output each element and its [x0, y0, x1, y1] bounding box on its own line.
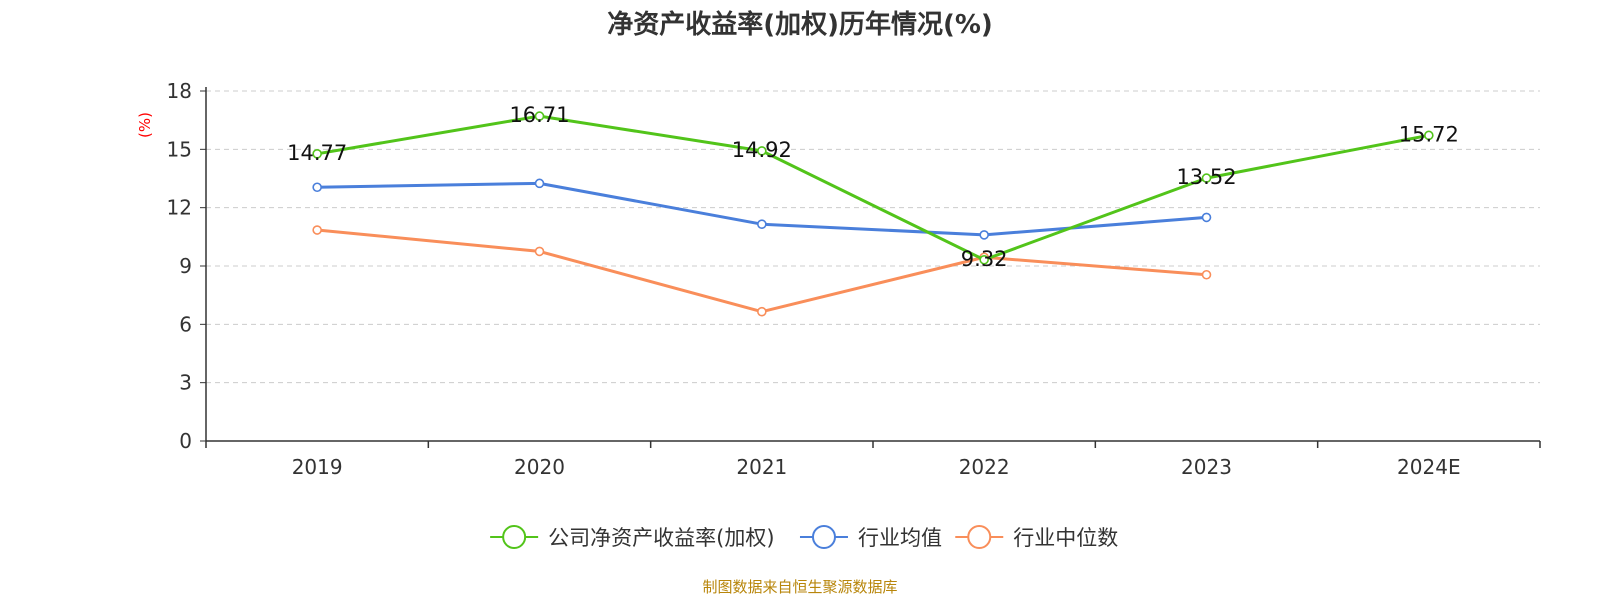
- data-label: 16.71: [509, 103, 569, 127]
- data-point[interactable]: [757, 219, 767, 229]
- data-point[interactable]: [534, 178, 545, 189]
- series-line: [317, 228, 1207, 314]
- legend: 公司净资产收益率(加权) 行业均值 行业中位数: [490, 525, 1118, 550]
- data-labels: 14.77 16.71 14.92 9.32 13.52 15.72: [287, 103, 1459, 271]
- data-point[interactable]: [757, 306, 767, 317]
- legend-item[interactable]: 公司净资产收益率(加权): [490, 525, 775, 550]
- legend-label: 行业中位数: [1013, 526, 1118, 550]
- data-label: 14.92: [732, 138, 792, 162]
- x-tick-label: 2023: [1181, 455, 1232, 479]
- data-label: 13.52: [1176, 165, 1236, 189]
- data-label: 9.32: [961, 247, 1008, 271]
- data-point[interactable]: [979, 230, 989, 240]
- source-note: 制图数据来自恒生聚源数据库: [702, 578, 897, 596]
- x-tick-label: 2022: [959, 455, 1010, 479]
- y-tick-label: 18: [167, 79, 192, 103]
- y-tick-label: 12: [167, 196, 192, 220]
- series-line: [316, 114, 1430, 262]
- data-point[interactable]: [1201, 212, 1212, 223]
- data-point[interactable]: [534, 111, 545, 121]
- y-axis-label: (%): [136, 112, 154, 138]
- legend-marker: [967, 525, 992, 549]
- data-point[interactable]: [312, 225, 322, 235]
- y-tick-label: 0: [179, 429, 192, 453]
- data-point[interactable]: [1201, 173, 1212, 183]
- legend-marker: [502, 525, 527, 549]
- legend-item[interactable]: 行业中位数: [955, 525, 1118, 550]
- axes: 0 3 6 9 12 15 18 2019 2020 2021 2022 2023 2024E: [167, 79, 1541, 479]
- data-point[interactable]: [312, 149, 322, 159]
- x-tick-label: 2020: [514, 455, 565, 479]
- chart-title: 净资产收益率(加权)历年情况(%): [607, 9, 993, 40]
- y-tick-label: 15: [167, 137, 192, 161]
- x-tick-label: 2021: [736, 455, 787, 479]
- data-point[interactable]: [757, 146, 767, 156]
- y-tick-label: 3: [179, 371, 192, 395]
- data-point[interactable]: [1201, 269, 1212, 280]
- data-label: 15.72: [1399, 122, 1459, 146]
- data-point[interactable]: [534, 246, 545, 257]
- legend-label: 公司净资产收益率(加权): [548, 526, 774, 550]
- series-layer: [312, 111, 1434, 317]
- data-point[interactable]: [979, 254, 989, 265]
- legend-marker: [811, 525, 836, 549]
- legend-label: 行业均值: [858, 526, 942, 550]
- x-tick-label: 2019: [292, 455, 343, 479]
- legend-item[interactable]: 行业均值: [799, 525, 942, 550]
- x-tick-label: 2024E: [1397, 455, 1461, 479]
- gridlines: [206, 90, 1540, 384]
- y-tick-label: 6: [179, 312, 192, 336]
- data-point[interactable]: [312, 182, 322, 193]
- data-point[interactable]: [1424, 130, 1434, 141]
- data-label: 14.77: [287, 141, 347, 165]
- y-tick-label: 9: [179, 254, 192, 278]
